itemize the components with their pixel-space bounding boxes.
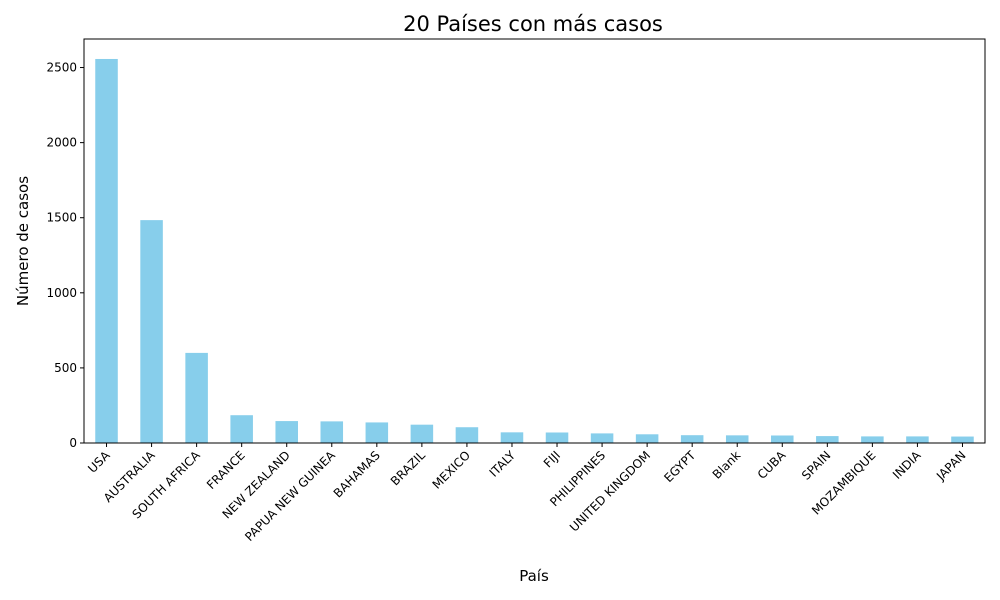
bar-united-kingdom [635, 434, 659, 443]
bar-papua-new-guinea [320, 421, 344, 443]
bar-cuba [771, 435, 794, 443]
y-tick-label: 500 [54, 361, 77, 375]
plot-frame [83, 38, 986, 444]
x-tick-label: CUBA [755, 448, 789, 482]
x-tick-label: SPAIN [799, 448, 834, 483]
bar-spain [816, 436, 839, 443]
x-tick-label: INDIA [890, 448, 924, 482]
bar-philippines [590, 433, 614, 443]
bar-mexico [455, 427, 479, 443]
bar-australia [140, 220, 163, 443]
y-tick-label: 2500 [46, 61, 77, 75]
x-tick-label: JAPAN [933, 448, 968, 483]
x-tick-label: EGYPT [661, 448, 698, 485]
x-tick-label: ITALY [487, 448, 519, 480]
bar-mozambique [861, 436, 884, 443]
bar-india [906, 436, 929, 443]
x-tick-label: USA [85, 448, 113, 476]
bar-bahamas [365, 422, 389, 443]
y-axis-title: Número de casos [14, 176, 32, 306]
bar-japan [951, 436, 974, 443]
x-tick-label: BAHAMAS [331, 448, 383, 500]
bar-south-africa [185, 352, 208, 443]
bar-new-zealand [275, 421, 298, 443]
x-tick-label: FRANCE [204, 448, 248, 492]
x-tick-label: PAPUA NEW GUINEA [242, 448, 338, 544]
x-tick-label: Blank [710, 448, 744, 482]
y-tick-label: 0 [69, 436, 77, 450]
x-tick-label: FIJI [541, 448, 563, 470]
chart-title: 20 Países con más casos [403, 12, 663, 36]
bar-egypt [680, 435, 704, 443]
bar-blank [725, 435, 749, 443]
x-tick-label: MEXICO [430, 448, 474, 492]
bar-italy [500, 432, 524, 443]
x-axis-title: País [519, 567, 549, 585]
y-axis-ticks: 0 500 1000 1500 2000 2500 [46, 61, 84, 450]
y-tick-label: 2000 [46, 136, 77, 150]
bar-brazil [410, 424, 434, 443]
y-tick-label: 1500 [46, 211, 77, 225]
bars-group [95, 58, 974, 443]
x-tick-label: UNITED KINGDOM [567, 448, 653, 534]
y-tick-label: 1000 [46, 286, 77, 300]
bar-fiji [545, 432, 569, 443]
bar-france [230, 415, 253, 443]
bar-usa [95, 58, 118, 443]
x-tick-label: BRAZIL [388, 448, 428, 488]
